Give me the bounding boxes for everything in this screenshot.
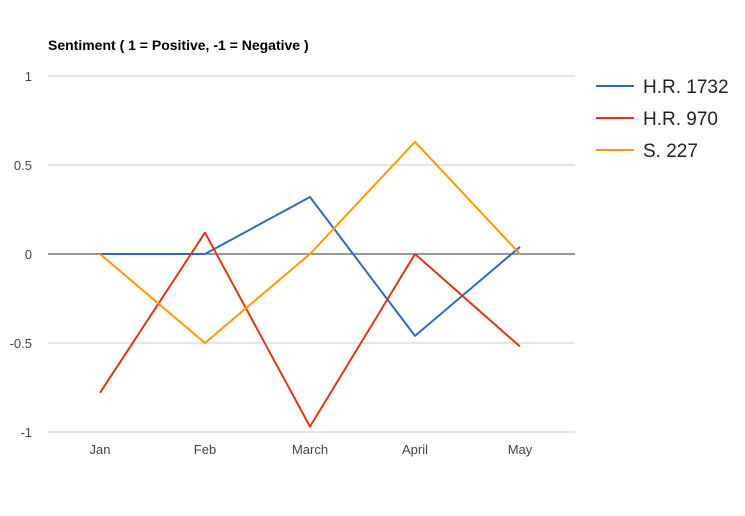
legend-label: H.R. 1732 [643, 77, 729, 98]
y-tick-label: -1 [20, 425, 32, 440]
legend: H.R. 1732 H.R. 970 S. 227 [596, 77, 729, 162]
y-tick-label: 1 [25, 69, 32, 84]
x-axis-ticks: Jan Feb March April May [90, 442, 533, 457]
series-line-h-r-970 [99, 231, 521, 428]
x-tick-label: Jan [90, 442, 111, 457]
series-lines [99, 140, 521, 428]
legend-label: S. 227 [643, 141, 698, 162]
y-tick-label: -0.5 [10, 336, 32, 351]
y-tick-label: 0 [25, 247, 32, 262]
legend-label: H.R. 970 [643, 109, 718, 130]
chart-title: Sentiment ( 1 = Positive, -1 = Negative … [48, 37, 309, 53]
series-line-s-227 [99, 140, 521, 344]
x-tick-label: Feb [194, 442, 216, 457]
x-tick-label: March [292, 442, 328, 457]
x-tick-label: April [402, 442, 428, 457]
x-tick-label: May [508, 442, 533, 457]
y-axis-ticks: 1 0.5 0 -0.5 -1 [10, 69, 32, 440]
series-line-h-r-1732 [100, 196, 521, 337]
y-tick-label: 0.5 [14, 158, 32, 173]
